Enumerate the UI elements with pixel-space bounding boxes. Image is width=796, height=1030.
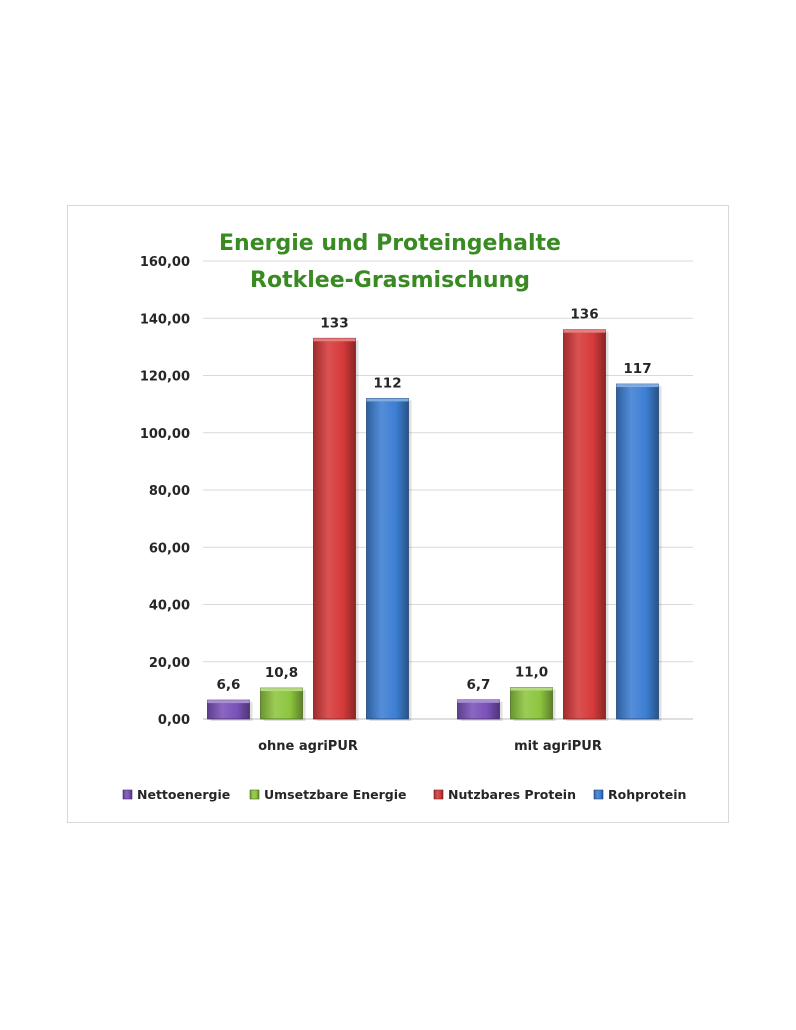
bar-top-highlight bbox=[563, 329, 606, 333]
y-tick-label: 120,00 bbox=[140, 370, 190, 385]
data-label: 133 bbox=[320, 315, 348, 331]
bar-rohprotein-1 bbox=[366, 397, 409, 720]
y-tick-label: 40,00 bbox=[149, 599, 190, 614]
data-label: 117 bbox=[623, 361, 651, 377]
y-tick-label: 20,00 bbox=[149, 656, 190, 671]
y-tick-label: 80,00 bbox=[149, 484, 190, 499]
bar-top-highlight bbox=[457, 699, 500, 703]
legend-swatch bbox=[593, 789, 604, 800]
legend-label: Nutzbares Protein bbox=[448, 787, 576, 802]
data-label: 11,0 bbox=[515, 665, 548, 681]
bar-rohprotein-2 bbox=[616, 383, 659, 720]
y-tick-label: 60,00 bbox=[149, 541, 190, 556]
gridlines bbox=[203, 260, 693, 720]
x-axis-categories: ohne agriPUR mit agriPUR bbox=[258, 739, 602, 754]
bar-top-highlight bbox=[260, 688, 303, 692]
bar-umsetzbare-energie-1 bbox=[260, 687, 303, 720]
legend: Nettoenergie Umsetzbare Energie Nutzbares … bbox=[122, 787, 686, 802]
legend-label: Rohprotein bbox=[608, 787, 686, 802]
data-label: 10,8 bbox=[265, 665, 298, 681]
y-axis-ticks: 0,00 20,00 40,00 60,00 80,00 100,00 120,00 140,… bbox=[140, 255, 190, 728]
chart-title-line-2: Rotklee-Grasmischung bbox=[250, 268, 530, 293]
y-tick-label: 140,00 bbox=[140, 312, 190, 327]
bar-nutzbares-protein-2 bbox=[563, 329, 606, 720]
data-label: 6,7 bbox=[467, 677, 491, 693]
x-category-label: ohne agriPUR bbox=[258, 739, 358, 754]
legend-label: Nettoenergie bbox=[137, 787, 230, 802]
data-label: 6,6 bbox=[217, 677, 241, 693]
y-tick-label: 100,00 bbox=[140, 427, 190, 442]
legend-label: Umsetzbare Energie bbox=[264, 787, 407, 802]
legend-swatch bbox=[122, 789, 133, 800]
bar-chart: 0,00 20,00 40,00 60,00 80,00 100,00 120,00 140,… bbox=[122, 231, 693, 802]
chart-title-line-1: Energie und Proteingehalte bbox=[219, 231, 561, 256]
bar-top-highlight bbox=[207, 700, 250, 704]
bar-top-highlight bbox=[366, 398, 409, 402]
y-tick-label: 0,00 bbox=[158, 713, 190, 728]
data-label: 112 bbox=[373, 375, 401, 391]
bar-top-highlight bbox=[510, 687, 553, 691]
x-category-label: mit agriPUR bbox=[514, 739, 602, 754]
data-labels: 6,6 10,8 133 112 6,7 11,0 136 117 bbox=[217, 307, 652, 693]
legend-swatch bbox=[433, 789, 444, 800]
bar-umsetzbare-energie-2 bbox=[510, 687, 553, 720]
data-label: 136 bbox=[570, 307, 598, 323]
y-tick-label: 160,00 bbox=[140, 255, 190, 270]
bar-top-highlight bbox=[616, 384, 659, 388]
bars bbox=[207, 329, 662, 721]
bar-nutzbares-protein-1 bbox=[313, 337, 356, 720]
chart-panel: 0,00 20,00 40,00 60,00 80,00 100,00 120,00 140,… bbox=[67, 205, 729, 823]
legend-swatch bbox=[249, 789, 260, 800]
chart-title: Energie und Proteingehalte Rotklee-Grasmi… bbox=[219, 231, 561, 293]
bar-top-highlight bbox=[313, 338, 356, 342]
